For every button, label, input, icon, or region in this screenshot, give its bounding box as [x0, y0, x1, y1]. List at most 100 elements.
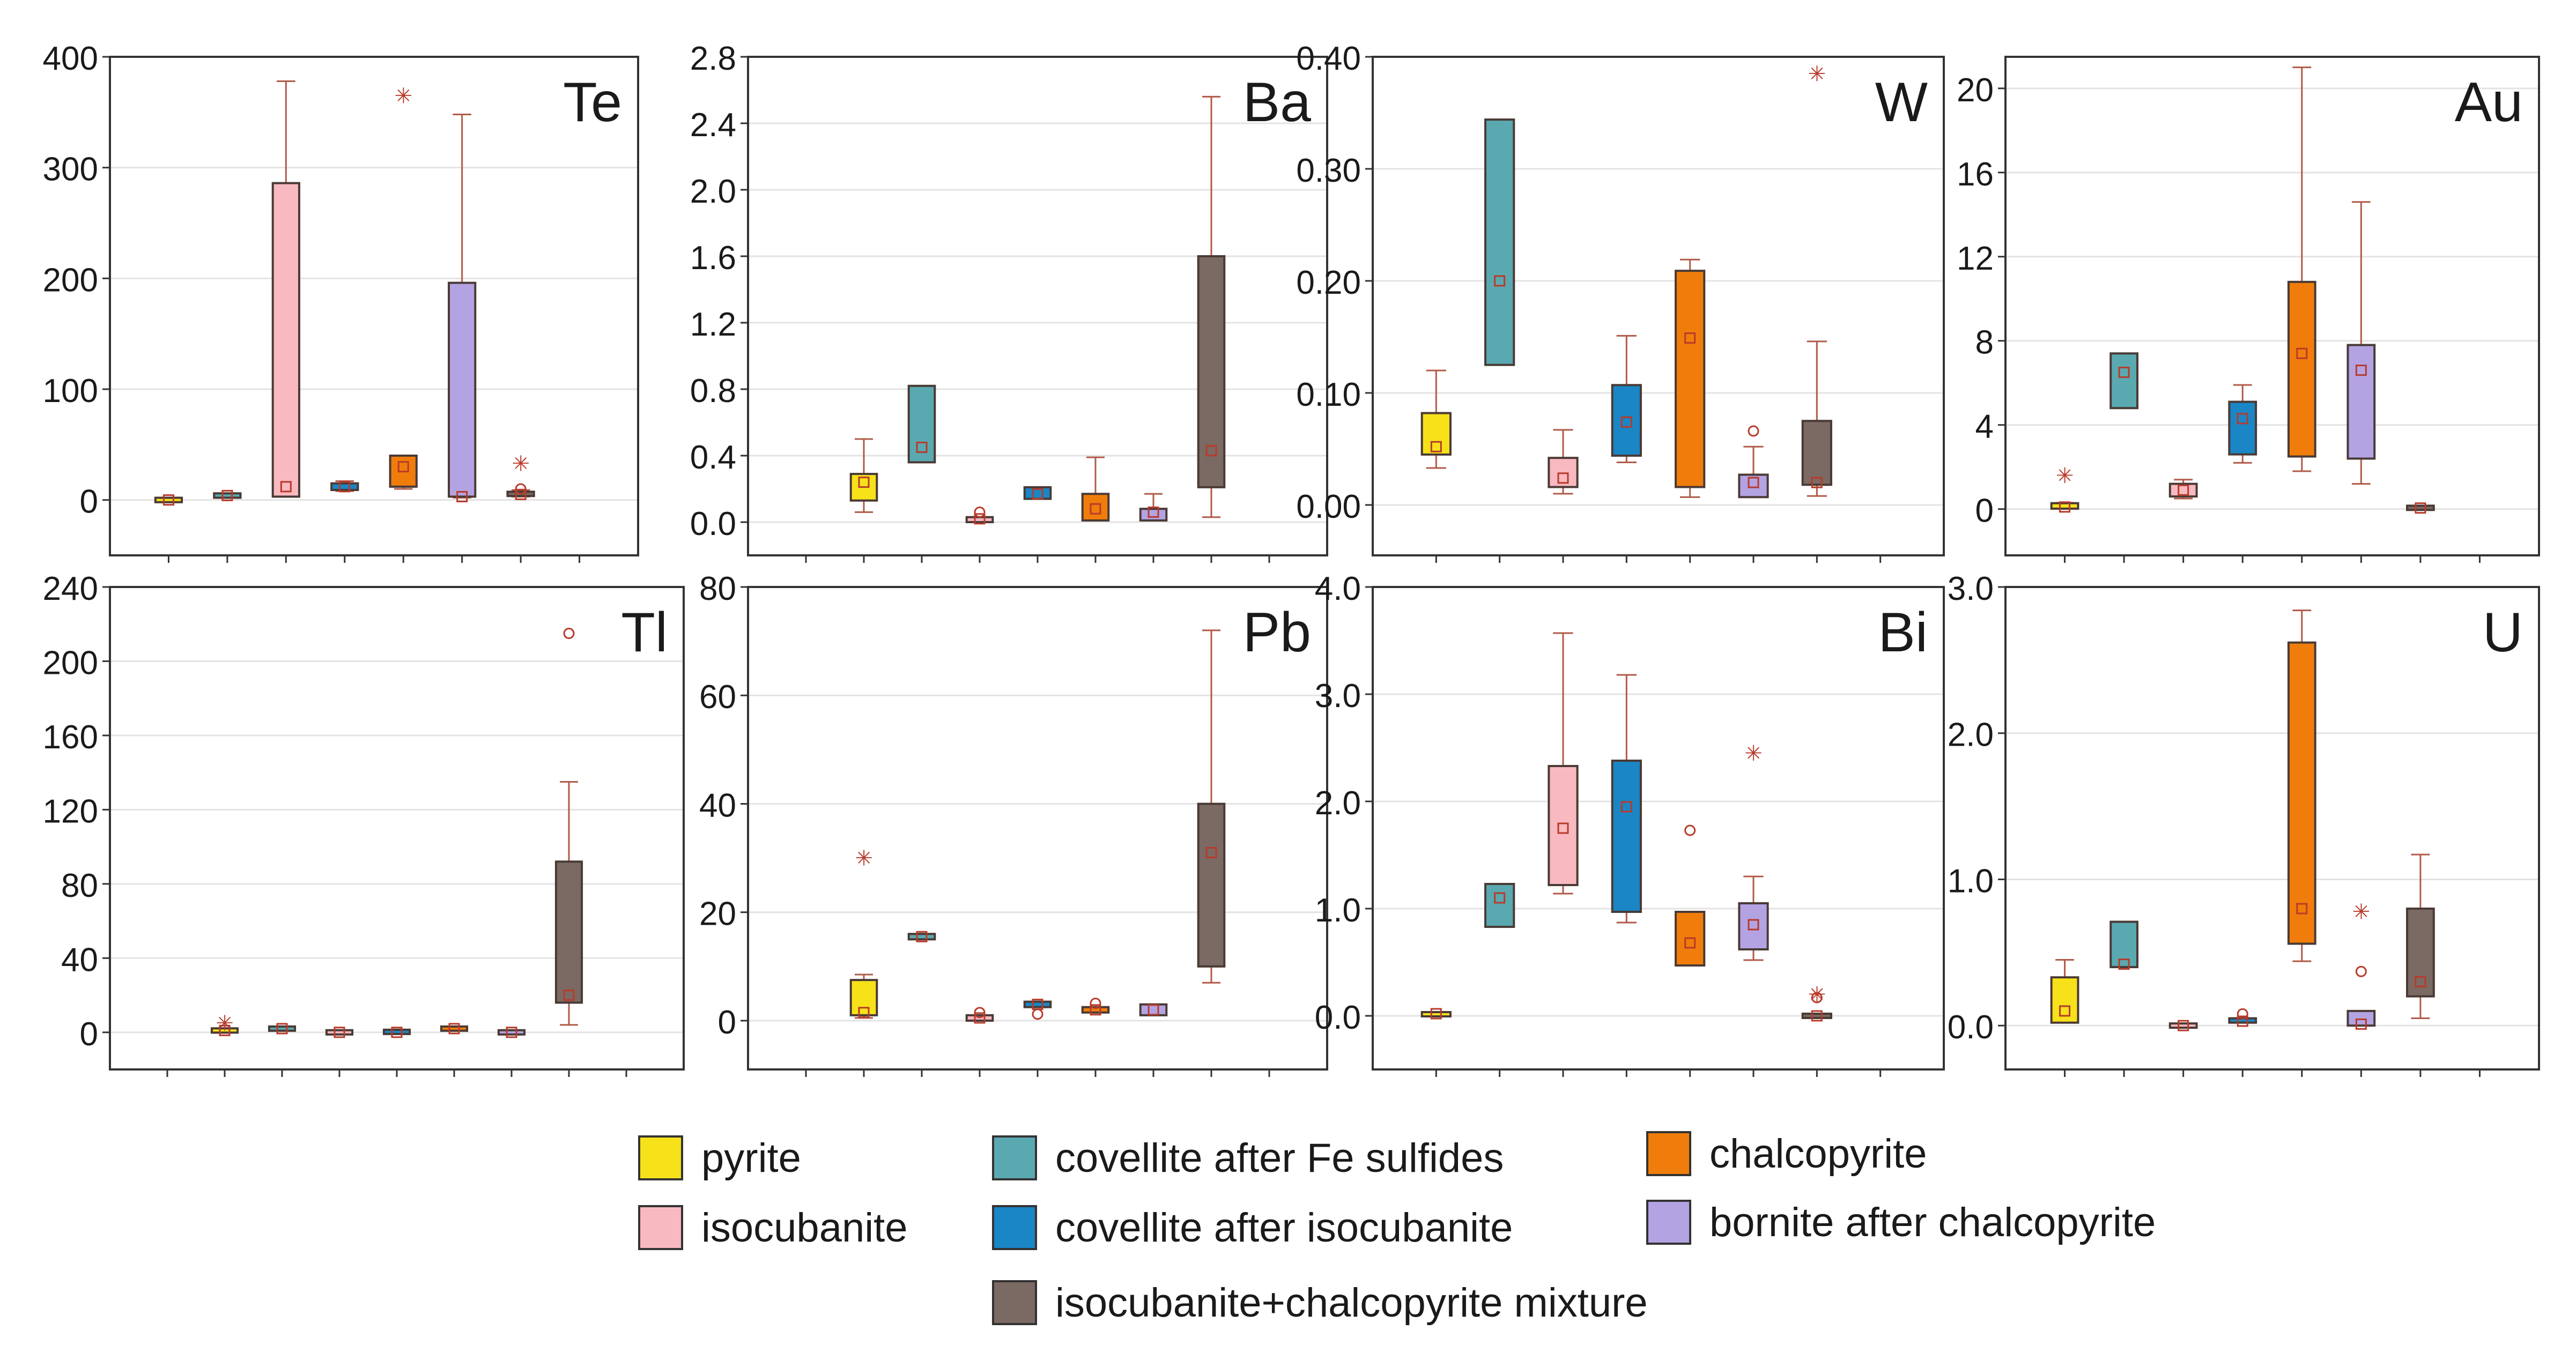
y-tick-label: 1.2 [690, 306, 736, 343]
mean-marker-pyrite [2059, 501, 2071, 513]
outlier-circle [2355, 965, 2367, 977]
legend-label: pyrite [701, 1135, 801, 1181]
plot-frame [2004, 56, 2540, 556]
plot-area [1373, 587, 1944, 1069]
mean-marker-bornite [2355, 365, 2367, 376]
chart-panel-te: 0 100 200 300 400 ✳ ✳ Te [43, 40, 639, 563]
y-tick-label: 3.0 [1948, 570, 1994, 607]
outlier-circle [974, 1007, 986, 1019]
element-label: Au [2455, 71, 2523, 133]
box-bornite [1139, 508, 1168, 522]
chart-panel-bi: 0.0 1.0 2.0 3.0 4.0 ✳ ✳ Bi [1315, 570, 1945, 1077]
mean-marker-pyrite [858, 477, 870, 488]
y-tick-label: 60 [699, 679, 736, 716]
mean-marker-cov_iso [339, 481, 351, 493]
mean-marker-pyrite [1430, 441, 1442, 452]
plot-area [1373, 57, 1944, 555]
mean-marker-cov_iso [391, 1027, 403, 1038]
y-tick-label: 8 [1975, 324, 1994, 361]
y-tick-label: 1.0 [1315, 892, 1361, 929]
mean-marker-isocub [2178, 1020, 2189, 1031]
y-tick-label: 2.0 [1315, 785, 1361, 822]
legend: pyrite covellite after Fe sulfides chalc… [638, 1131, 2300, 1346]
y-tick-label: 0.30 [1296, 152, 1361, 189]
outlier-circle [563, 628, 575, 640]
y-tick-label: 16 [1957, 156, 1994, 193]
box-bornite [2346, 344, 2376, 460]
mean-marker-mix [1811, 477, 1823, 488]
legend-item-isocubanite: isocubanite [638, 1201, 908, 1254]
box-isocub [965, 516, 994, 524]
mean-marker-cov_iso [1620, 801, 1632, 813]
mean-marker-mix [1205, 847, 1217, 859]
mean-marker-chalco [448, 1023, 460, 1035]
mean-marker-cov_fe [221, 489, 233, 501]
outlier-circle [1748, 425, 1759, 437]
chart-panel-au: 0 4 8 12 16 20 ✳ Au [1957, 56, 2540, 563]
mean-marker-pyrite [219, 1024, 231, 1036]
plot-area [748, 57, 1327, 555]
legend-item-isocubanite-chalcopyrite-mixture: isocubanite+chalcopyrite mixture [992, 1276, 1648, 1329]
plot-frame [109, 586, 685, 1071]
mean-marker-cov_fe [1494, 275, 1506, 287]
box-pyrite [849, 979, 878, 1016]
mean-marker-mix [1811, 1010, 1823, 1022]
outlier-star: ✳ [855, 846, 873, 871]
plot-area [2005, 587, 2539, 1069]
outlier-circle [515, 483, 527, 495]
legend-item-bornite-after-chalcopyrite: bornite after chalcopyrite [1646, 1195, 2156, 1249]
mean-marker-isocub [280, 481, 292, 493]
box-cov_iso [330, 482, 359, 492]
mean-marker-cov_iso [1032, 488, 1043, 500]
box-mix [2406, 504, 2435, 511]
plot-area [110, 57, 638, 555]
legend-label: bornite after chalcopyrite [1709, 1199, 2156, 1245]
mean-marker-bornite [506, 1027, 517, 1038]
mean-marker-bornite [1748, 919, 1759, 931]
box-cov_iso [1023, 1000, 1052, 1008]
outlier-star: ✳ [1744, 741, 1763, 766]
y-tick-label: 4.0 [1315, 570, 1361, 607]
y-tick-label: 0.8 [690, 373, 736, 410]
box-chalco [2287, 641, 2316, 945]
legend-swatch [992, 1135, 1037, 1180]
legend-swatch [992, 1205, 1037, 1250]
box-pyrite [1420, 1011, 1452, 1017]
mean-marker-pyrite [162, 494, 174, 506]
box-pyrite [2050, 502, 2079, 510]
y-tick-label: 0.10 [1296, 376, 1361, 413]
box-cov_fe [907, 933, 936, 941]
element-label: Ba [1243, 71, 1311, 133]
box-mix [554, 860, 583, 1004]
mean-marker-chalco [397, 461, 409, 473]
box-bornite [497, 1029, 526, 1036]
y-tick-label: 20 [1957, 72, 1994, 109]
outlier-star: ✳ [1808, 983, 1826, 1007]
legend-swatch [1646, 1200, 1691, 1245]
y-tick-label: 120 [43, 793, 98, 830]
y-tick-label: 0 [80, 1016, 98, 1053]
outlier-star: ✳ [1808, 62, 1826, 86]
box-mix [2406, 908, 2435, 998]
outlier-circle [1032, 1008, 1043, 1020]
box-cov_iso [1611, 384, 1642, 457]
mean-marker-isocub [974, 513, 986, 525]
mean-marker-isocub [1557, 822, 1569, 834]
outlier-star: ✳ [2352, 900, 2371, 924]
element-label: Te [563, 71, 622, 133]
mean-marker-bornite [2355, 1018, 2367, 1030]
mean-marker-bornite [1148, 506, 1159, 518]
legend-swatch [638, 1205, 683, 1250]
plot-frame [2004, 586, 2540, 1071]
chart-panel-u: 0.0 1.0 2.0 3.0 ✳ U [1948, 570, 2540, 1077]
element-label: Tl [621, 601, 668, 664]
mean-marker-mix [2415, 976, 2426, 987]
y-tick-label: 240 [43, 570, 98, 607]
mean-marker-chalco [1090, 1004, 1101, 1016]
y-tick-label: 1.6 [690, 240, 736, 277]
plot-area [110, 587, 684, 1069]
plot-frame [747, 586, 1328, 1071]
y-tick-label: 3.0 [1315, 678, 1361, 715]
box-pyrite [154, 496, 183, 503]
y-tick-label: 0 [80, 484, 98, 521]
